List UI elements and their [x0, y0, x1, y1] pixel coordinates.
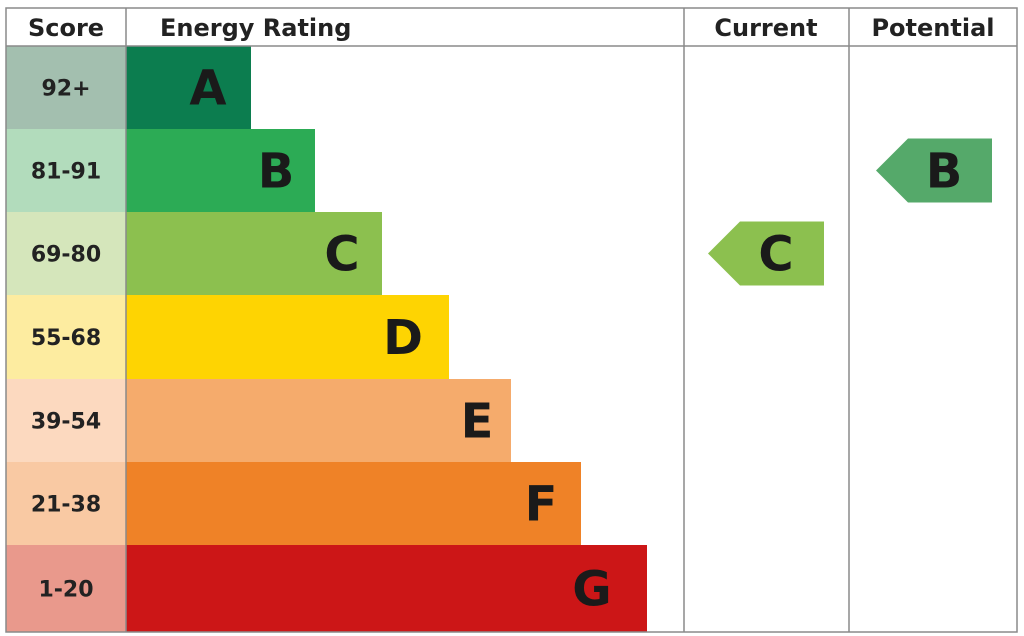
score-cell-f [6, 462, 126, 545]
rating-bar-g [126, 545, 647, 632]
rating-letter-b: B [258, 144, 295, 200]
score-range-a: 92+ [41, 77, 90, 102]
current-rating-letter: C [758, 227, 793, 283]
rating-letter-f: F [525, 477, 558, 533]
rating-letter-a: A [189, 61, 226, 117]
score-range-c: 69-80 [31, 243, 101, 268]
rating-bar-e [126, 379, 511, 462]
score-range-f: 21-38 [31, 493, 101, 518]
rating-letter-c: C [324, 227, 359, 283]
rating-bar-a [126, 46, 251, 129]
score-range-d: 55-68 [31, 326, 101, 351]
score-range-g: 1-20 [38, 578, 93, 603]
score-cell-e [6, 379, 126, 462]
rating-indicators: CB [708, 138, 992, 286]
score-range-e: 39-54 [31, 410, 101, 435]
current-header: Current [714, 14, 817, 42]
score-cell-d [6, 295, 126, 379]
score-cell-c [6, 212, 126, 295]
potential-rating-arrow [876, 138, 992, 203]
score-cell-b [6, 129, 126, 212]
rating-bar-b [126, 129, 315, 212]
rating-bar-c [126, 212, 382, 295]
rating-letter-e: E [461, 394, 494, 450]
score-range-b: 81-91 [31, 160, 101, 185]
current-rating-arrow [708, 221, 824, 286]
score-column: 92+ 81-91 69-80 55-68 39-54 21-38 1-20 [6, 46, 126, 632]
potential-rating-letter: B [926, 144, 963, 200]
potential-header: Potential [871, 14, 994, 42]
score-cell-a [6, 46, 126, 129]
score-header: Score [28, 14, 104, 42]
rating-bar-d [126, 295, 449, 379]
rating-bar-f [126, 462, 581, 545]
table-grid [5, 7, 1018, 633]
score-cell-g [6, 545, 126, 632]
energy-rating-header: Energy Rating [160, 14, 351, 42]
rating-letter-g: G [572, 562, 611, 618]
rating-letter-d: D [383, 310, 423, 366]
